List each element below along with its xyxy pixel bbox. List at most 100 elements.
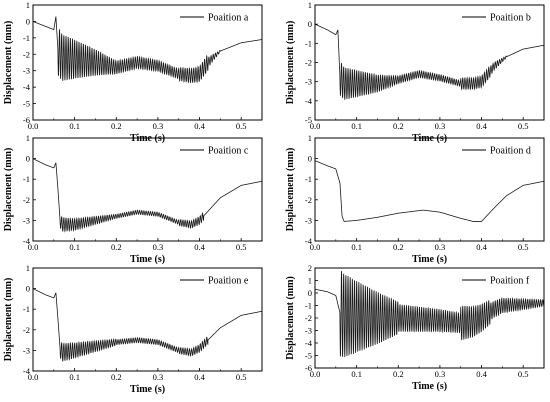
plot-frame: [32, 137, 263, 242]
y-tick-label: -1: [23, 304, 30, 314]
y-tick-label: 0: [26, 154, 30, 164]
y-tick-label: -4: [305, 96, 313, 106]
x-tick-label: 0.0: [28, 121, 39, 131]
y-axis-label: Displacement (mm): [285, 276, 296, 360]
legend-label: Poaition c: [208, 146, 249, 157]
y-tick-label: 1: [26, 263, 30, 273]
legend-label: Poaition d: [490, 146, 531, 157]
x-tick-label: 0.1: [351, 369, 362, 379]
y-tick-label: -2: [23, 325, 30, 335]
y-tick-label: -3: [305, 77, 312, 87]
y-tick-label: -1: [305, 301, 312, 311]
legend-label: Poaition b: [490, 13, 531, 24]
y-tick-label: -3: [23, 215, 30, 225]
x-tick-label: 0.1: [351, 242, 362, 252]
y-tick-label: -1: [305, 38, 312, 48]
x-tick-label: 0.4: [476, 369, 487, 379]
y-axis-label: Displacement (mm): [285, 148, 296, 232]
y-tick-label: 1: [26, 133, 30, 143]
x-tick-label: 0.3: [153, 242, 164, 252]
x-tick-label: 0.5: [518, 242, 529, 252]
x-tick-label: 0.0: [310, 242, 321, 252]
y-tick-label: -2: [23, 195, 30, 205]
y-tick-label: -3: [305, 326, 312, 336]
series-line-e: [32, 288, 263, 362]
y-tick-label: 0: [26, 16, 30, 26]
y-axis-label: Displacement (mm): [3, 278, 14, 362]
y-tick-label: -5: [305, 115, 312, 125]
series-line-b: [314, 23, 545, 100]
y-axis-label: Displacement (mm): [285, 21, 296, 105]
x-tick-label: 0.1: [351, 121, 362, 131]
x-tick-label: 0.1: [69, 372, 80, 382]
y-axis-label: Displacement (mm): [3, 148, 14, 232]
y-tick-label: -3: [23, 66, 30, 76]
x-tick-label: 0.1: [69, 242, 80, 252]
y-tick-label: -3: [305, 215, 312, 225]
series-line-c: [32, 158, 263, 233]
chart-panel-c: 0.0 0.1 0.2 0.3 0.4 0.5 1 0 -1 -2 -3 -4 Time (s) Disp…: [3, 133, 263, 265]
y-tick-label: 0: [308, 154, 312, 164]
series-line-d: [314, 160, 545, 222]
x-tick-label: 0.3: [435, 121, 446, 131]
x-tick-label: 0.0: [310, 121, 321, 131]
y-tick-label: -4: [305, 338, 313, 348]
x-tick-label: 0.3: [435, 369, 446, 379]
x-tick-label: 0.2: [393, 369, 404, 379]
y-tick-label: 1: [308, 133, 312, 143]
x-tick-label: 0.0: [310, 369, 321, 379]
series-line-f: [314, 270, 545, 358]
y-tick-label: -4: [23, 366, 31, 376]
x-tick-label: 0.2: [111, 242, 122, 252]
y-tick-label: -2: [305, 58, 312, 68]
x-axis-label: Time (s): [412, 381, 447, 392]
x-tick-label: 0.3: [153, 121, 164, 131]
x-tick-label: 0.5: [518, 369, 529, 379]
x-tick-label: 0.2: [111, 372, 122, 382]
y-tick-label: -5: [305, 351, 312, 361]
y-tick-label: -1: [23, 174, 30, 184]
x-tick-label: 0.2: [393, 242, 404, 252]
y-tick-label: -1: [23, 33, 30, 43]
legend-label: Poaition f: [490, 276, 530, 287]
y-tick-label: 1: [308, 276, 312, 286]
x-tick-label: 0.3: [435, 242, 446, 252]
x-tick-label: 0.2: [111, 121, 122, 131]
y-tick-label: -3: [23, 345, 30, 355]
chart-panel-d: 0.0 0.1 0.2 0.3 0.4 0.5 1 0 -1 -2 -3 -4 Time (s) Disp…: [285, 133, 545, 265]
x-tick-label: 0.4: [476, 242, 487, 252]
x-tick-label: 0.5: [518, 121, 529, 131]
x-tick-label: 0.5: [236, 121, 247, 131]
y-tick-label: -5: [23, 99, 30, 109]
legend-label: Poaition e: [208, 276, 249, 287]
x-axis-label: Time (s): [130, 254, 165, 265]
x-tick-label: 0.0: [28, 372, 39, 382]
x-tick-label: 0.2: [393, 121, 404, 131]
y-tick-label: 0: [26, 284, 30, 294]
y-tick-label: -6: [23, 115, 30, 125]
legend-label: Poaition a: [208, 13, 249, 24]
y-tick-label: -4: [23, 236, 31, 246]
x-tick-label: 0.5: [236, 372, 247, 382]
plot-frame: [32, 267, 263, 372]
y-tick-label: -2: [305, 313, 312, 323]
y-tick-label: -2: [23, 49, 30, 59]
x-tick-label: 0.4: [476, 121, 487, 131]
x-tick-label: 0.5: [236, 242, 247, 252]
plot-frame: [314, 137, 545, 242]
y-tick-label: -2: [305, 195, 312, 205]
x-axis-label: Time (s): [412, 254, 447, 265]
chart-panel-f: 0.0 0.1 0.2 0.3 0.4 0.5 2 1 0 -1 -2 -3 -4 -5 -6 Time (s…: [285, 263, 545, 392]
y-tick-label: 1: [308, 0, 312, 10]
x-tick-label: 0.1: [69, 121, 80, 131]
x-tick-label: 0.4: [194, 372, 205, 382]
y-tick-label: 0: [308, 19, 312, 29]
y-tick-label: 0: [308, 288, 312, 298]
y-axis-label: Displacement (mm): [3, 21, 14, 105]
series-line-a: [32, 16, 263, 84]
y-tick-label: -6: [305, 363, 312, 373]
x-tick-label: 0.3: [153, 372, 164, 382]
x-tick-label: 0.4: [194, 121, 205, 131]
